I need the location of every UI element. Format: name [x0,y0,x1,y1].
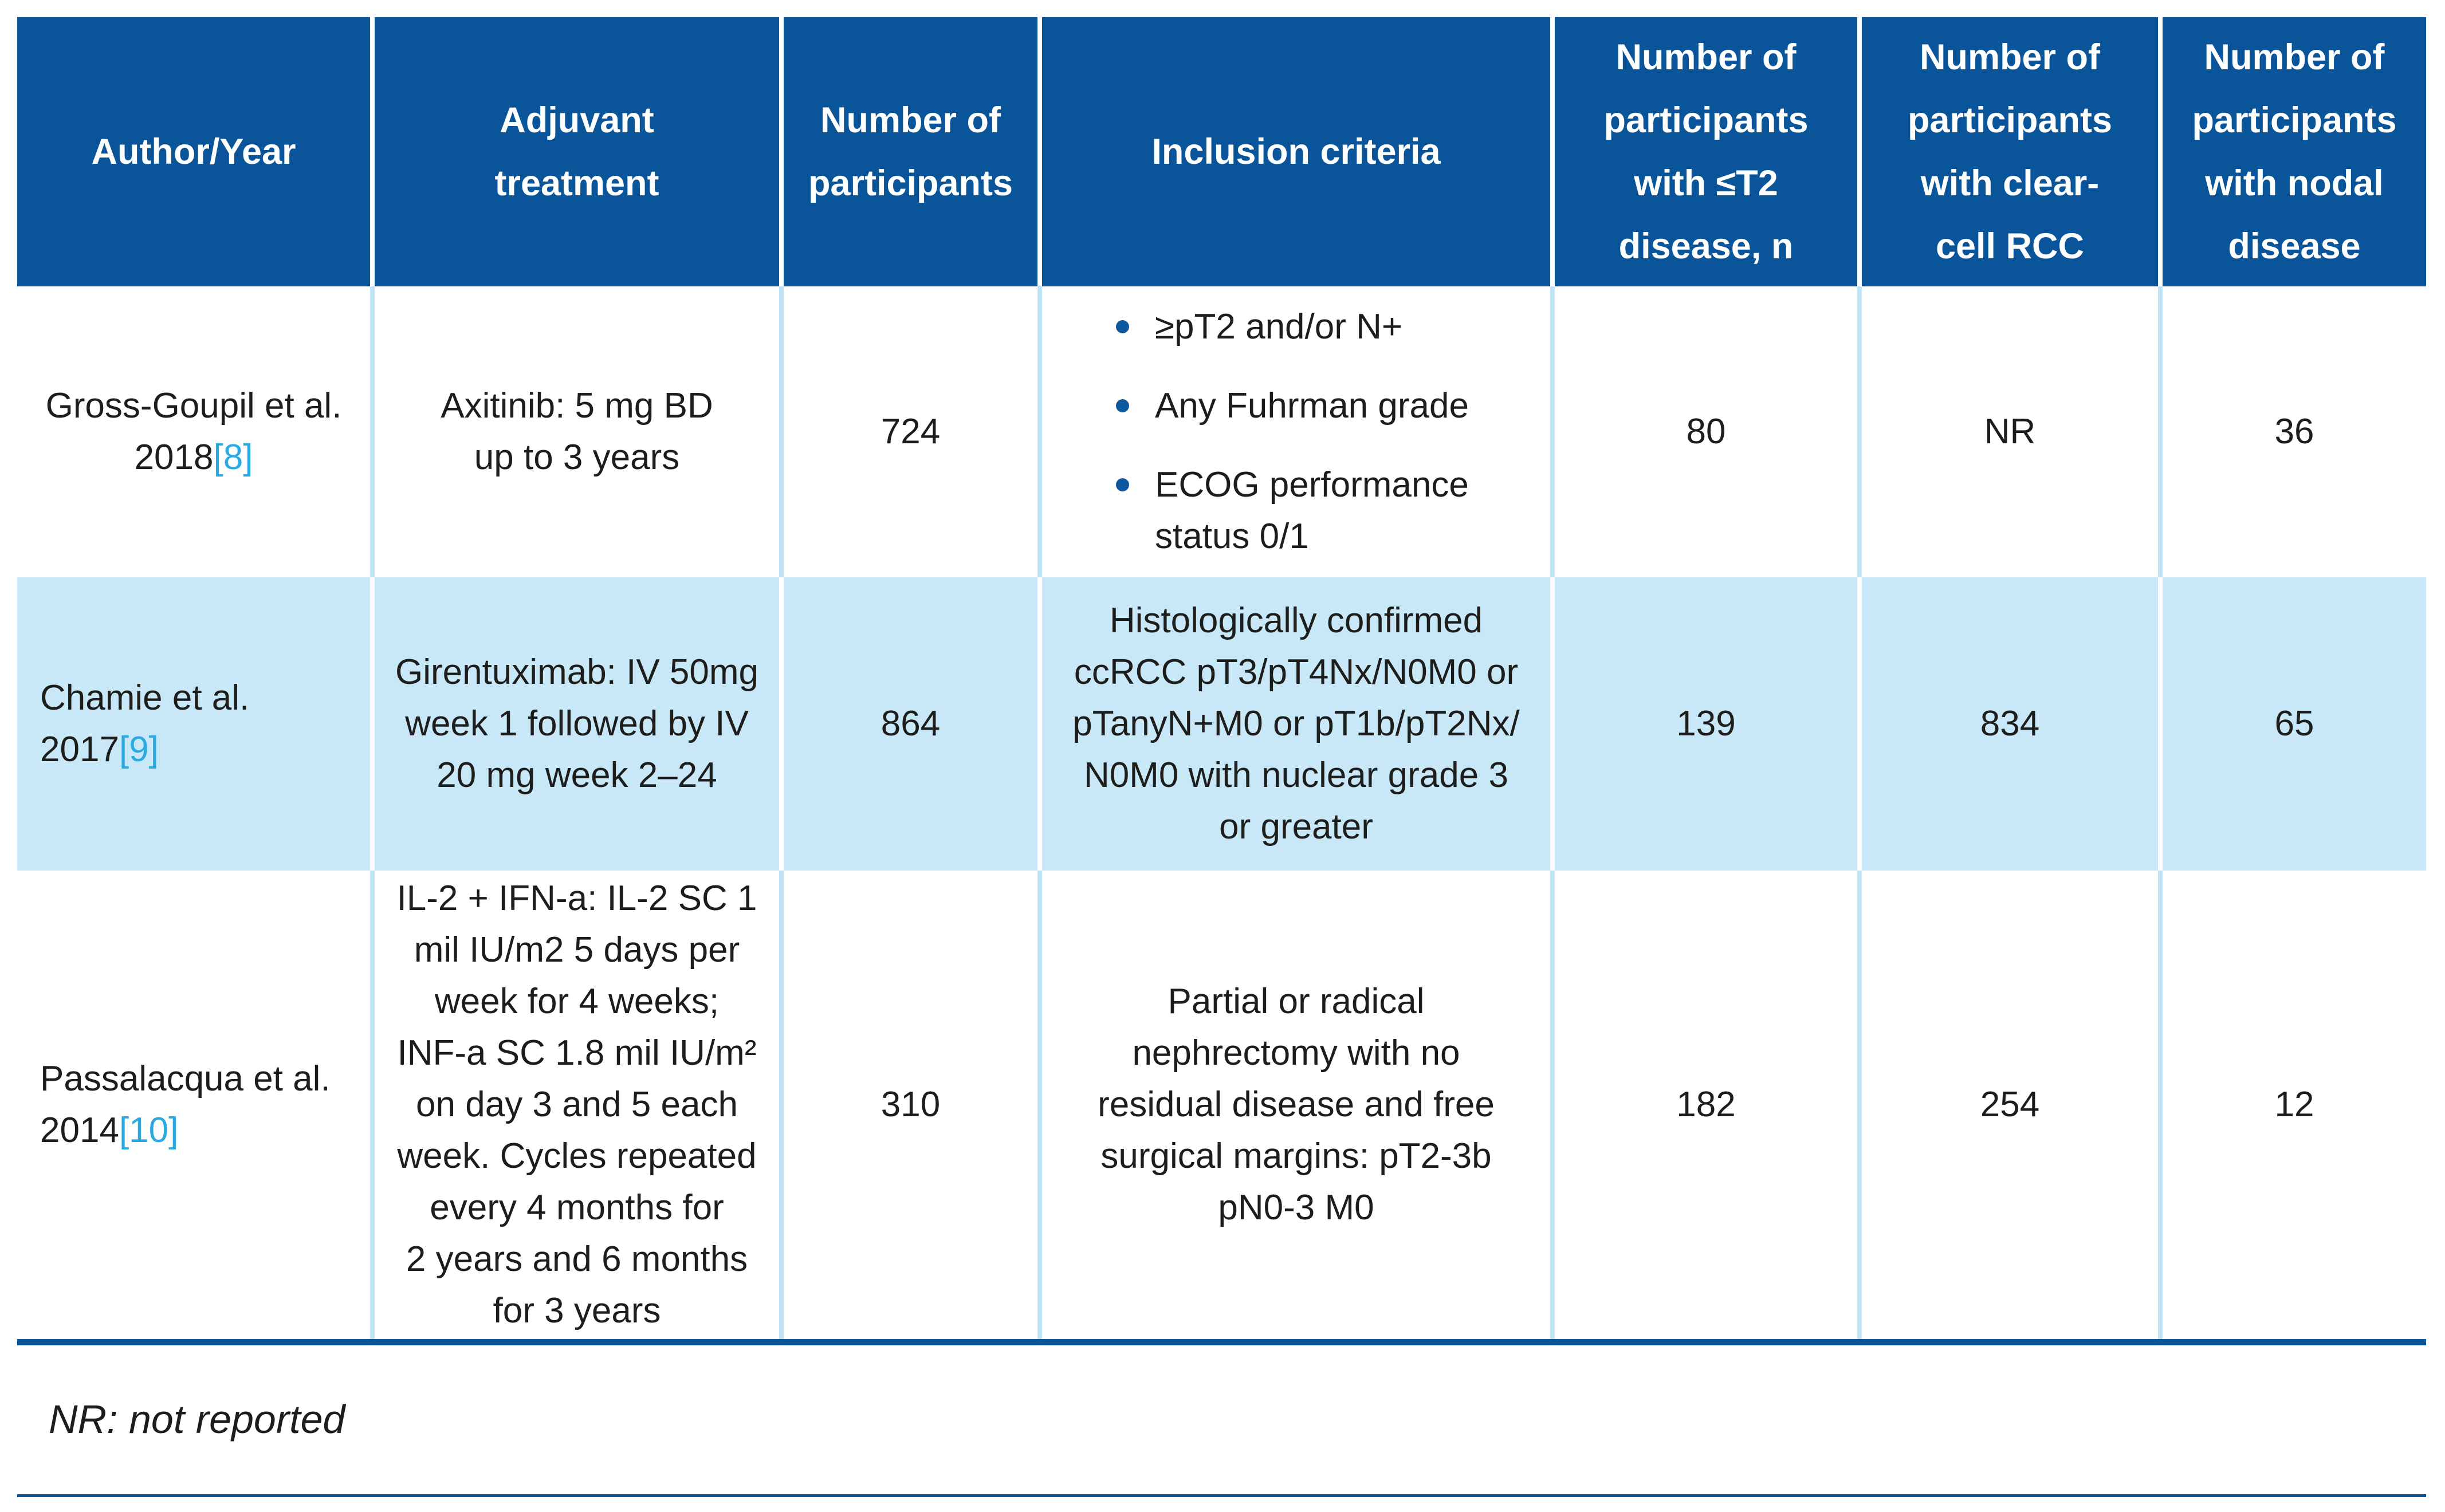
list-item: ≥pT2 and/or N+ [1116,301,1532,353]
participants-cell: 864 [779,577,1040,871]
list-item: Any Fuhrman grade [1116,380,1532,432]
reference-link[interactable]: [10] [119,1111,179,1150]
col-header-nodal-disease: Number of participants with nodal diseas… [2158,17,2426,286]
treatment-cell: Girentuximab: IV 50mg week 1 followed by… [370,577,781,871]
inclusion-bullet-list: ≥pT2 and/or N+ Any Fuhrman grade ECOG pe… [1049,301,1543,562]
inclusion-criteria-cell: Histologically confirmed ccRCC pT3/pT4Nx… [1037,577,1552,871]
col-header-author-year: Author/Year [17,17,372,286]
studies-table: Author/Year Adjuvant treatment Number of… [17,17,2426,1339]
inclusion-criteria-cell: ≥pT2 and/or N+ Any Fuhrman grade ECOG pe… [1037,286,1552,577]
reference-link[interactable]: [9] [119,730,159,769]
table-bottom-rule [17,1339,2426,1345]
author-name: Chamie et al. 2017 [40,678,250,769]
participants-cell: 310 [779,871,1040,1339]
author-cell: Chamie et al. 2017[9] [17,577,372,871]
author-name: Passalacqua et al. 2014 [40,1059,331,1150]
participants-cell: 724 [779,286,1040,577]
clear-cell-rcc-cell: NR [1857,286,2160,577]
bullet-text: ECOG performance status 0/1 [1155,465,1469,556]
table-row: Gross-Goupil et al. 2018[8] Axitinib: 5 … [17,286,2426,577]
t2-disease-cell: 139 [1550,577,1860,871]
footer-rule [17,1494,2426,1497]
bullet-text: ≥pT2 and/or N+ [1155,307,1403,346]
author-cell: Gross-Goupil et al. 2018[8] [17,286,372,577]
clear-cell-rcc-cell: 254 [1857,871,2160,1339]
author-name: Gross-Goupil et al. 2018 [45,386,342,477]
col-header-inclusion-criteria: Inclusion criteria [1037,17,1552,286]
t2-disease-cell: 182 [1550,871,1860,1339]
nodal-disease-cell: 65 [2158,577,2426,871]
treatment-cell: Axitinib: 5 mg BD up to 3 years [370,286,781,577]
reference-link[interactable]: [8] [213,438,253,477]
nodal-disease-cell: 36 [2158,286,2426,577]
inclusion-criteria-cell: Partial or radical nephrectomy with no r… [1037,871,1552,1339]
bullet-text: Any Fuhrman grade [1155,386,1469,426]
treatment-cell: IL-2 + IFN-a: IL-2 SC 1 mil IU/m2 5 days… [370,871,781,1339]
clear-cell-rcc-cell: 834 [1857,577,2160,871]
t2-disease-cell: 80 [1550,286,1860,577]
table-row: Chamie et al. 2017[9] Girentuximab: IV 5… [17,577,2426,871]
header-row: Author/Year Adjuvant treatment Number of… [17,17,2426,286]
col-header-adjuvant-treatment: Adjuvant treatment [370,17,781,286]
footnote: NR: not reported [49,1397,345,1442]
author-cell: Passalacqua et al. 2014[10] [17,871,372,1339]
list-item: ECOG performance status 0/1 [1116,459,1532,562]
col-header-clear-cell-rcc: Number of participants with clear- cell … [1857,17,2160,286]
table-row: Passalacqua et al. 2014[10] IL-2 + IFN-a… [17,871,2426,1339]
col-header-number-participants: Number of participants [779,17,1040,286]
col-header-t2-disease: Number of participants with ≤T2 disease,… [1550,17,1860,286]
nodal-disease-cell: 12 [2158,871,2426,1339]
